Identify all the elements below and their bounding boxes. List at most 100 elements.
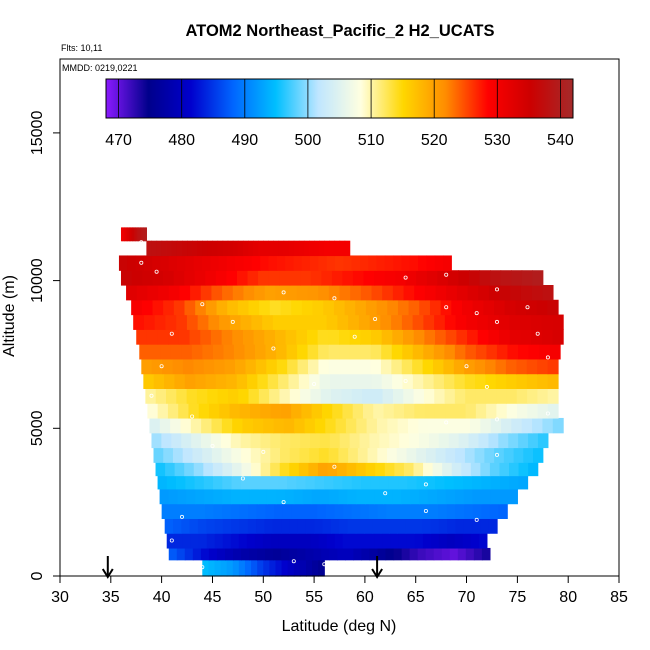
heatmap-cell — [457, 547, 467, 561]
sample-point — [332, 464, 337, 469]
heatmap-cell — [392, 329, 404, 345]
heatmap-cell — [455, 503, 465, 519]
heatmap-cell — [391, 314, 403, 330]
sample-point — [200, 565, 205, 570]
heatmap-cell — [296, 285, 309, 301]
heatmap-cell — [533, 447, 544, 463]
heatmap-cell — [152, 255, 162, 271]
heatmap-cell — [434, 403, 446, 419]
heatmap-cell — [414, 285, 426, 301]
heatmap-cell — [475, 403, 487, 419]
heatmap-cell — [309, 240, 315, 257]
y-tick-label: 15000 — [29, 111, 46, 156]
heatmap-cell — [356, 488, 366, 505]
heatmap-cell — [238, 388, 250, 404]
heatmap-cell — [289, 388, 301, 404]
heatmap-cell — [468, 432, 480, 449]
sample-point — [154, 269, 159, 274]
heatmap-cell — [244, 559, 252, 577]
heatmap-cell — [383, 488, 393, 505]
sample-point — [164, 228, 169, 233]
heatmap-cell — [250, 475, 260, 490]
heatmap-cell — [331, 270, 344, 286]
heatmap-cell — [172, 358, 184, 375]
heatmap-cell — [194, 475, 205, 490]
heatmap-cell — [455, 518, 465, 534]
heatmap-cell — [449, 417, 461, 434]
heatmap-cell — [467, 285, 479, 301]
heatmap-cell — [312, 299, 324, 316]
heatmap-cell — [136, 227, 140, 242]
heatmap-cell — [418, 488, 429, 505]
heatmap-cell — [293, 240, 300, 257]
sample-point — [159, 364, 164, 369]
heatmap-cell — [401, 547, 411, 561]
sample-point — [154, 231, 159, 236]
heatmap-cell — [171, 432, 182, 449]
heatmap-cell — [217, 388, 229, 404]
heatmap-cell — [296, 475, 307, 490]
heatmap-cell — [317, 462, 329, 477]
heatmap-cell — [468, 270, 481, 286]
heatmap-cell — [537, 432, 549, 449]
heatmap-cell — [318, 533, 328, 549]
heatmap-cell — [213, 488, 223, 505]
heatmap-cell — [149, 344, 161, 360]
heatmap-cell — [507, 344, 519, 360]
heatmap-cell — [337, 547, 346, 561]
heatmap-cell — [334, 503, 344, 519]
heatmap-cell — [197, 314, 210, 330]
heatmap-cell — [406, 447, 417, 463]
heatmap-cell — [154, 314, 167, 330]
x-tick-label: 65 — [407, 589, 425, 606]
sample-point — [169, 538, 174, 543]
heatmap-cell — [268, 255, 278, 271]
heatmap-cell — [278, 240, 285, 257]
heatmap-cell — [203, 475, 214, 490]
heatmap-cell — [338, 329, 351, 345]
heatmap-cell — [289, 518, 299, 534]
heatmap-cell — [455, 314, 467, 330]
heatmap-cell — [499, 329, 511, 345]
heatmap-cell — [146, 240, 153, 257]
heatmap-cell — [454, 388, 466, 404]
heatmap-cell — [144, 227, 147, 242]
heatmap-cell — [222, 475, 233, 490]
heatmap-cell — [200, 547, 210, 561]
heatmap-cell — [202, 344, 214, 360]
heatmap-cell — [239, 503, 249, 519]
x-tick-label: 75 — [509, 589, 527, 606]
sample-point — [545, 411, 550, 416]
heatmap-cell — [151, 432, 162, 449]
heatmap-cell — [412, 358, 424, 375]
heatmap-cell — [414, 533, 424, 549]
heatmap-cell — [369, 432, 380, 449]
heatmap-cell — [274, 329, 287, 345]
heatmap-cell — [511, 417, 523, 434]
sample-point — [312, 381, 317, 386]
heatmap-cell — [170, 417, 182, 434]
sample-point — [129, 222, 134, 227]
sample-point — [494, 319, 499, 324]
heatmap-cell — [281, 559, 289, 577]
heatmap-cell — [448, 432, 460, 449]
heatmap-cell — [520, 314, 532, 330]
heatmap-cell — [314, 518, 324, 534]
heatmap-cell — [339, 432, 351, 449]
heatmap-cell — [552, 417, 564, 434]
heatmap-cell — [391, 344, 403, 360]
heatmap-cell — [387, 417, 399, 434]
heatmap-cell — [223, 344, 235, 360]
sample-point — [444, 420, 449, 425]
heatmap-cell — [518, 462, 529, 477]
heatmap-cell — [413, 388, 425, 404]
heatmap-cell — [251, 314, 263, 330]
heatmap-cell — [171, 240, 178, 257]
heatmap-cell — [202, 447, 213, 463]
heatmap-cell — [235, 255, 245, 271]
sample-point — [261, 449, 266, 454]
heatmap-cell — [370, 358, 382, 375]
heatmap-cell — [255, 358, 267, 375]
sample-point — [352, 334, 357, 339]
heatmap-cell — [470, 533, 480, 549]
